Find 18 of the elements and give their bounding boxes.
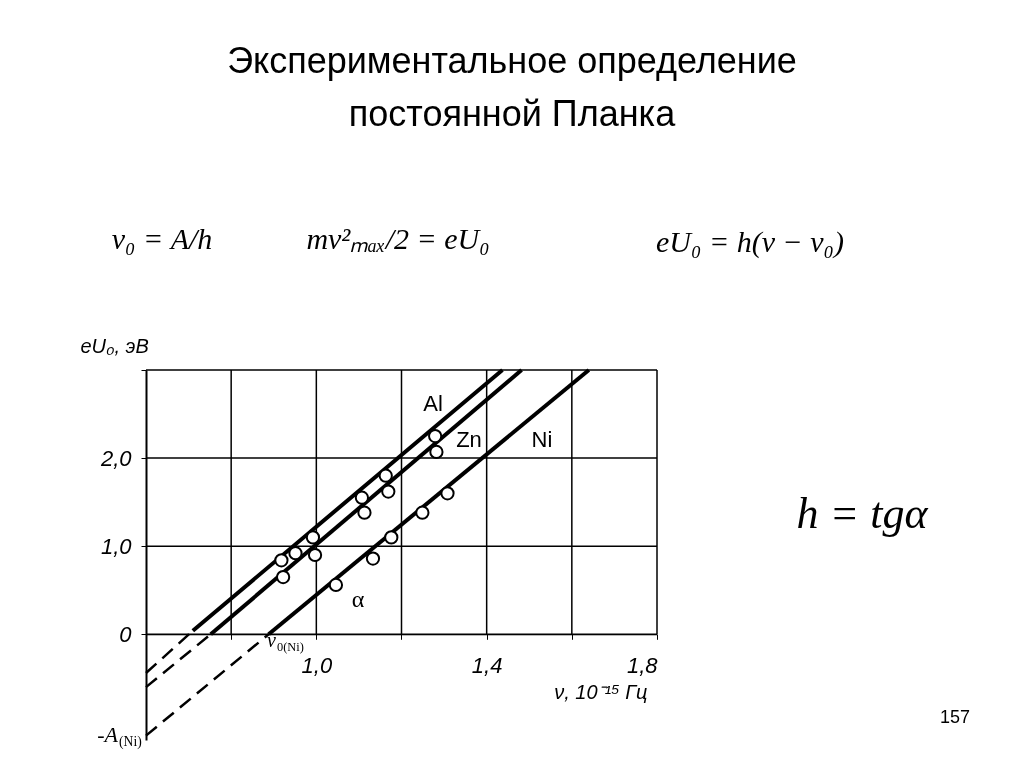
text: h = tgα: [796, 489, 929, 538]
text: eU₀ = h(ν − ν₀): [656, 225, 844, 259]
x-tick-label: 1,0: [301, 652, 333, 678]
y-axis-title: eU₀, эВ: [80, 334, 149, 357]
x-axis-title: ν, 10⁻¹⁵ Гц: [554, 680, 648, 703]
annotation: Al: [423, 391, 443, 416]
chart-title: Экспериментальное определение постоянной Планка: [227, 40, 797, 134]
annotation: Ni: [531, 427, 553, 452]
text: ν₀ = A/h: [111, 222, 213, 255]
y-tick-label: 2,0: [99, 445, 133, 471]
y-tick-label: 1,0: [100, 533, 133, 559]
x-tick-label: 1,8: [626, 652, 659, 678]
annotation: α: [351, 586, 365, 612]
x-tick-label: 1,4: [471, 652, 503, 678]
text: 157: [939, 707, 971, 727]
y-tick-label: 0: [119, 621, 133, 647]
text: mv²ₘₐₓ/2 = eU₀: [306, 222, 490, 255]
annotation: Zn: [456, 427, 482, 452]
